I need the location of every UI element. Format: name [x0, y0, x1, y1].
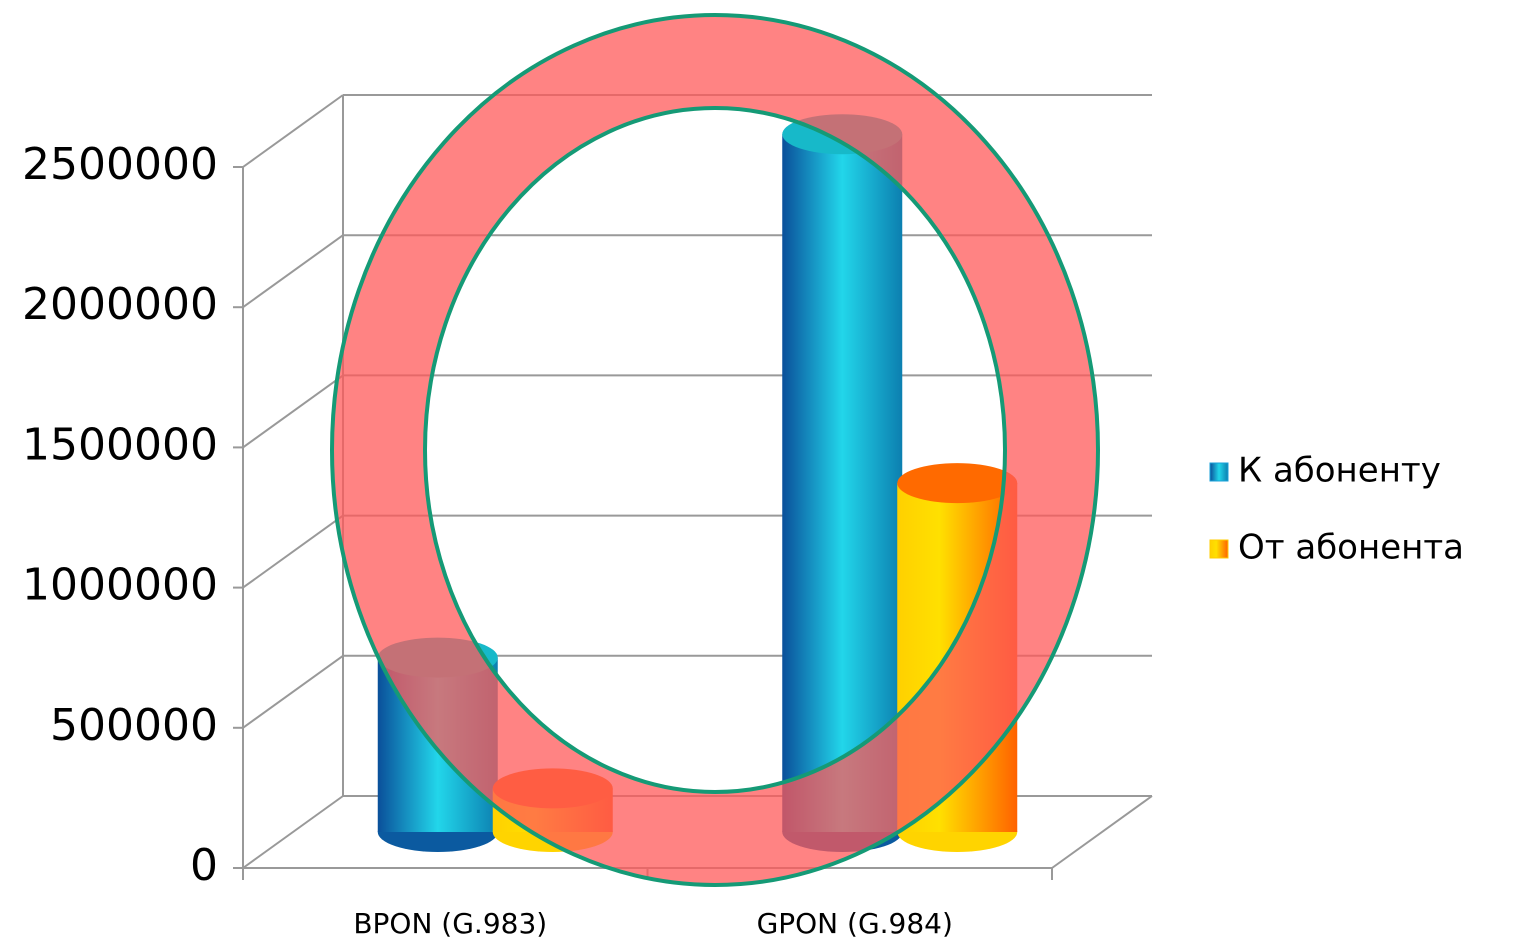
grid-line-side: [242, 514, 344, 589]
grid-line-side: [242, 94, 344, 168]
legend-swatch: [1209, 539, 1229, 559]
grid-line-side: [242, 234, 344, 309]
grid-line-side: [242, 795, 344, 869]
x-tick-label: BPON (G.983): [353, 907, 547, 940]
bar-top: [897, 463, 1018, 504]
legend-label: К абоненту: [1238, 451, 1441, 491]
y-tick-label: 2000000: [22, 279, 218, 330]
x-tick-label: GPON (G.984): [757, 907, 953, 940]
legend-swatch: [1209, 462, 1229, 482]
y-tick-label: 0: [190, 840, 218, 891]
highlight-ring: [329, 13, 1101, 887]
grid-line-side: [242, 654, 344, 729]
y-tick-label: 2500000: [22, 139, 218, 190]
legend-label: От абонента: [1238, 528, 1464, 568]
floor-right-edge: [1051, 795, 1153, 869]
bar: [782, 134, 903, 832]
y-tick-label: 500000: [50, 700, 218, 751]
grid-line-side: [242, 374, 344, 449]
y-tick-label: 1500000: [22, 419, 218, 470]
y-tick-label: 1000000: [22, 560, 218, 611]
